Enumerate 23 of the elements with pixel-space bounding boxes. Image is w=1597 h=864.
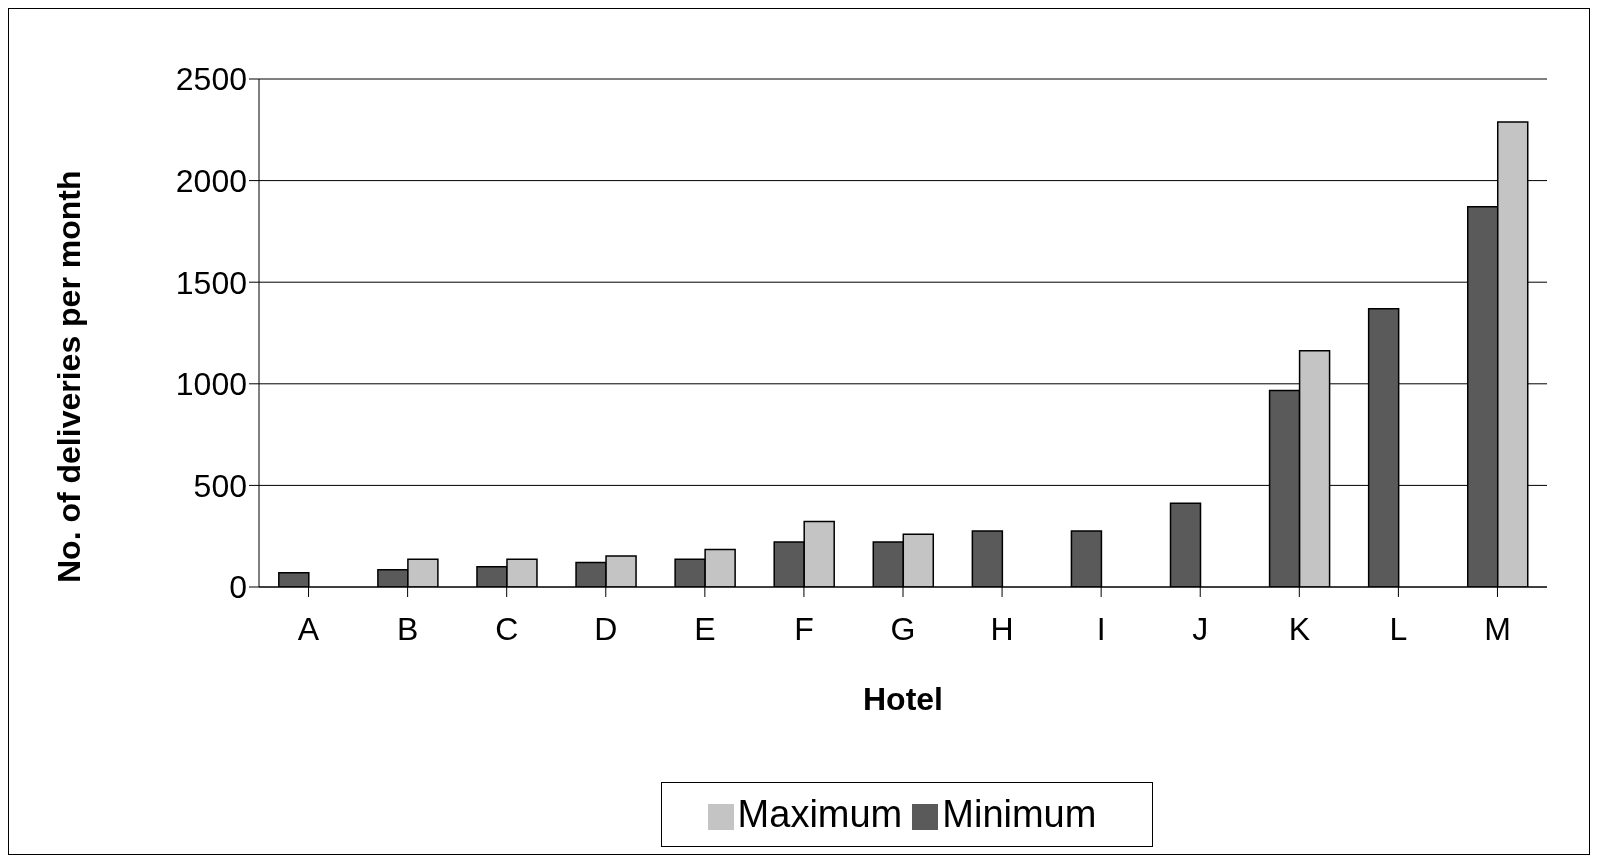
y-tick-label: 2000 (175, 162, 247, 199)
y-tick-label: 1000 (175, 366, 247, 403)
x-tick-label: L (1389, 610, 1408, 647)
x-tick-label: E (694, 610, 716, 647)
x-tick-label: B (396, 610, 419, 647)
y-axis-title: No. of deliveries per month (51, 170, 88, 583)
x-tick-label: I (1096, 610, 1106, 647)
y-tick-label: 2500 (175, 61, 247, 98)
x-tick-label: H (990, 610, 1014, 647)
legend-label: Maximum (737, 793, 903, 835)
x-axis-title: Hotel (863, 680, 943, 717)
x-tick-label: A (297, 610, 320, 647)
y-tick-label: 0 (229, 569, 247, 606)
x-tick-label: K (1288, 610, 1310, 647)
x-tick-label: F (794, 610, 814, 647)
legend-label: Minimum (942, 793, 1097, 835)
x-tick-label: D (594, 610, 618, 647)
y-tick-label: 1500 (175, 264, 247, 301)
x-tick-label: G (890, 610, 916, 647)
x-tick-label: J (1192, 610, 1209, 647)
y-tick-label: 500 (193, 467, 247, 504)
x-tick-label: M (1484, 610, 1511, 647)
x-tick-label: C (495, 610, 519, 647)
